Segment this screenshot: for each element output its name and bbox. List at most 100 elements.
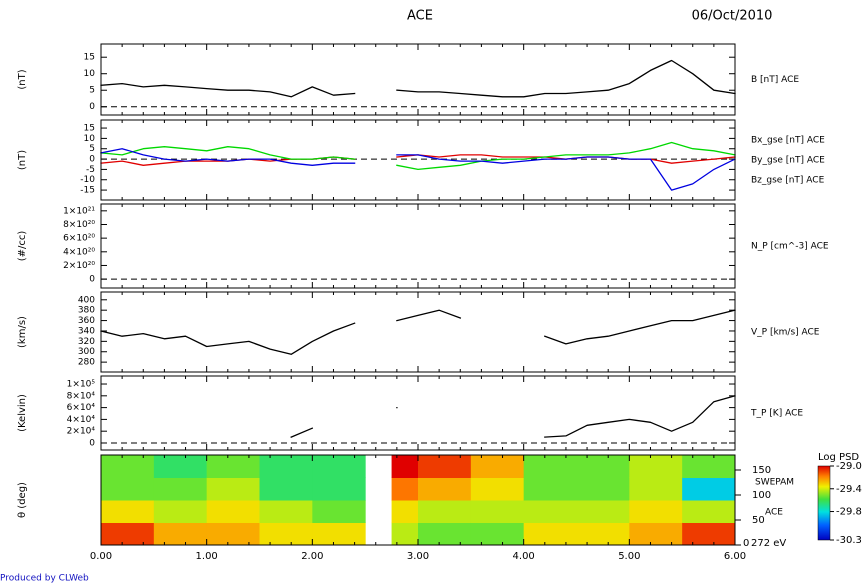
y-tick-label: 10 [84, 134, 96, 144]
heatmap-cell [682, 455, 736, 478]
heatmap-cell [153, 477, 208, 501]
y-tick-label: 5 [89, 86, 95, 96]
y-tick-label: 340 [78, 326, 95, 336]
spacecraft-label: ACE [765, 508, 783, 518]
heatmap-cell [523, 500, 577, 523]
colorbar-tick-label: -29.4 [836, 484, 862, 495]
y-axis-label: (Kelvin) [17, 394, 28, 432]
heatmap-cell [206, 522, 260, 546]
y-tick-label: 1×10⁵ [67, 380, 96, 390]
panel-frame [100, 203, 736, 289]
series-label: Bz_gse [nT] ACE [751, 176, 825, 186]
y-tick-label: 5 [89, 144, 95, 154]
panel-frame [100, 375, 736, 451]
y-tick-label: 0 [89, 438, 95, 448]
heatmap-cell [470, 455, 525, 478]
energy-label: 272 eV [751, 538, 786, 549]
heatmap-cell [391, 477, 419, 501]
series-label: T_P [K] ACE [750, 409, 803, 419]
x-tick-label: 3.00 [407, 551, 429, 562]
y-tick-label: 15 [84, 124, 95, 134]
y-tick-label: 15 [84, 53, 95, 63]
series-label: V_P [km/s] ACE [751, 328, 820, 338]
heatmap-cell [259, 455, 313, 478]
y-tick-label: 0 [743, 538, 749, 549]
heatmap-cell [523, 522, 577, 546]
series-label: Bx_gse [nT] ACE [751, 136, 825, 146]
y-tick-label: 10 [84, 69, 96, 79]
heatmap-cell [576, 522, 630, 546]
panel-frame [100, 43, 736, 116]
heatmap-cell [391, 455, 419, 478]
y-tick-label: 400 [78, 295, 95, 305]
series-label: N_P [cm^-3] ACE [751, 242, 829, 252]
y-tick-label: 2×10²⁰ [63, 261, 95, 271]
panel-frame [100, 454, 736, 546]
heatmap-cell [576, 477, 630, 501]
series-line [290, 394, 736, 438]
heatmap-cell [576, 500, 630, 523]
y-tick-label: -5 [86, 165, 95, 175]
instrument-label: SWEPAM [755, 478, 794, 488]
y-axis-label: (nT) [17, 69, 28, 89]
heatmap-cell [206, 477, 260, 501]
series-line [100, 59, 736, 98]
x-tick-label: 6.00 [724, 551, 746, 562]
panel-frame [100, 119, 736, 201]
y-axis-label: (nT) [17, 150, 28, 170]
y-tick-label: 0 [89, 275, 95, 285]
heatmap-cell [418, 522, 472, 546]
y-tick-label: 8×10⁴ [67, 391, 96, 401]
heatmap-cell [629, 455, 683, 478]
colorbar-tick-label: -29.0 [836, 461, 862, 472]
colorbar-tick-label: -30.3 [836, 535, 862, 546]
heatmap-cell [523, 477, 577, 501]
x-tick-label: 2.00 [301, 551, 323, 562]
footer: Produced by CLWeb [0, 574, 89, 584]
x-tick-label: 0.00 [90, 551, 112, 562]
y-tick-label: -15 [80, 186, 95, 196]
heatmap-cell [629, 477, 683, 501]
y-axis-label: (#/cc) [17, 231, 28, 262]
y-tick-label: 8×10²⁰ [63, 220, 95, 230]
series-label: B [nT] ACE [751, 75, 799, 85]
heatmap-cell [206, 500, 260, 523]
y-tick-label: 0 [89, 102, 95, 112]
y-tick-label: 4×10²⁰ [63, 247, 95, 257]
heatmap-cell [206, 455, 260, 478]
x-tick-label: 1.00 [196, 551, 218, 562]
heatmap-cell [259, 522, 313, 546]
heatmap-cell [576, 455, 630, 478]
y-tick-label: 6×10⁴ [67, 403, 96, 413]
colorbar [817, 465, 831, 541]
y-tick-label: 360 [78, 316, 95, 326]
heatmap-cell [391, 500, 419, 523]
x-tick-label: 5.00 [618, 551, 640, 562]
colorbar-tick-label: -29.8 [836, 507, 862, 518]
y-tick-label: 150 [752, 465, 771, 476]
heatmap-cell [629, 522, 683, 546]
heatmap-cell [682, 477, 736, 501]
heatmap-cell [153, 500, 208, 523]
y-tick-label: 6×10²⁰ [63, 234, 95, 244]
heatmap-cell [470, 500, 525, 523]
y-tick-label: 320 [78, 337, 95, 347]
heatmap-cell [153, 522, 208, 546]
y-axis-label: θ (deg) [17, 482, 28, 518]
heatmap-cell [629, 500, 683, 523]
series-label: By_gse [nT] ACE [751, 156, 825, 166]
series-line [100, 141, 736, 171]
y-tick-label: 1×10²¹ [63, 206, 95, 216]
heatmap-cell [312, 522, 366, 546]
heatmap-cell [101, 500, 155, 523]
heatmap-cell [418, 477, 472, 501]
heatmap-cell [682, 522, 736, 546]
y-tick-label: 100 [752, 490, 771, 501]
heatmap-cell [312, 477, 366, 501]
heatmap-cell [312, 500, 366, 523]
heatmap-cell [101, 522, 155, 546]
y-axis-label: (km/s) [17, 316, 28, 348]
y-tick-label: 0 [89, 155, 95, 165]
